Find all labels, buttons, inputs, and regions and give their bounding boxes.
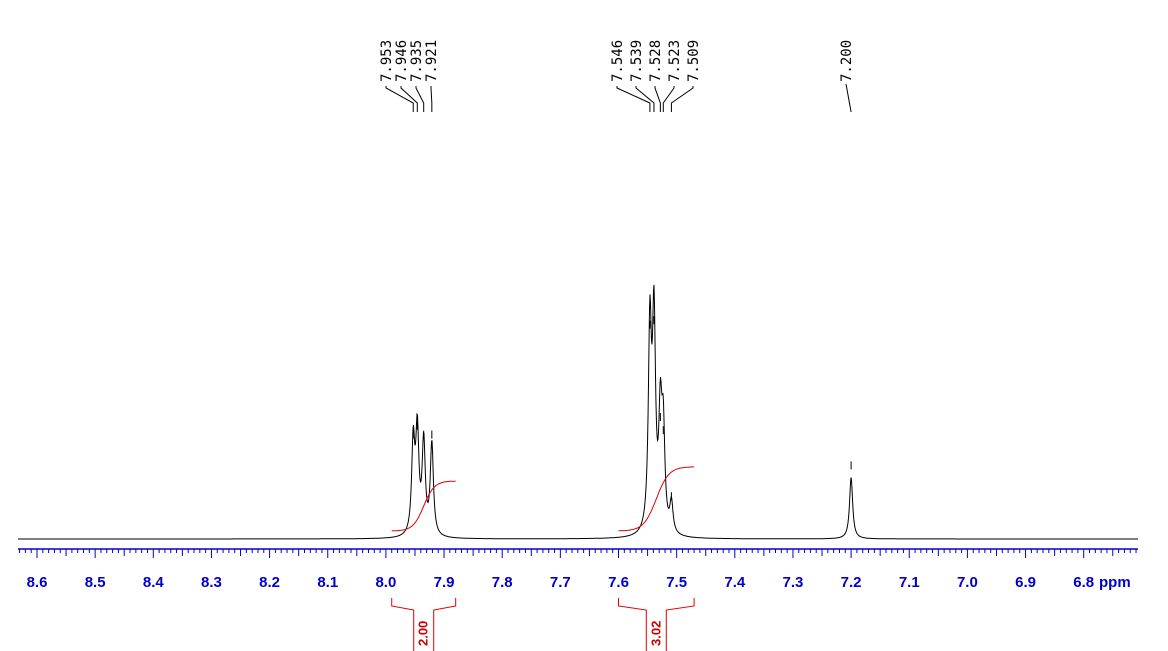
x-tick-label-18: 6.8 xyxy=(1073,574,1094,591)
peak-label-4: 7.546 xyxy=(610,40,626,82)
integral-layer: 2.00 3.02 xyxy=(391,466,695,651)
x-tick-label-4: 8.2 xyxy=(259,574,280,591)
x-tick-label-14: 7.2 xyxy=(841,574,862,591)
x-tick-label-12: 7.4 xyxy=(724,574,746,591)
x-tick-label-3: 8.3 xyxy=(201,574,222,591)
x-tick-label-8: 7.8 xyxy=(492,574,513,591)
peak-connector-9 xyxy=(845,83,852,113)
integral-value-1: 3.02 xyxy=(648,621,663,646)
peak-label-6: 7.528 xyxy=(648,40,664,82)
peak-label-8: 7.509 xyxy=(686,40,702,82)
x-tick-label-6: 8.0 xyxy=(375,574,396,591)
spectrum-trace xyxy=(18,284,1138,540)
peak-label-7: 7.523 xyxy=(667,40,683,82)
x-tick-label-5: 8.1 xyxy=(317,574,338,591)
peak-label-2: 7.935 xyxy=(409,40,425,82)
x-tick-label-16: 7.0 xyxy=(957,574,978,591)
integral-bracket-0 xyxy=(391,598,457,651)
x-axis: 8.6 8.5 8.4 8.3 8.2 8.1 8.0 7.9 7.8 7.7 7.6 7.5 7.4 7… xyxy=(18,548,1138,591)
peak-label-1: 7.946 xyxy=(394,40,410,82)
x-tick-label-10: 7.6 xyxy=(608,574,629,591)
peak-connector-8 xyxy=(670,86,694,112)
peak-connector-5 xyxy=(635,86,655,112)
x-tick-label-7: 7.9 xyxy=(434,574,455,591)
integral-value-0: 2.00 xyxy=(416,621,431,646)
integral-curve-0 xyxy=(391,480,456,532)
x-tick-label-17: 6.9 xyxy=(1015,574,1036,591)
peak-connector-3 xyxy=(430,86,433,112)
x-tick-label-9: 7.7 xyxy=(550,574,571,591)
x-tick-label-1: 8.5 xyxy=(85,574,106,591)
x-axis-unit-label: ppm xyxy=(1099,574,1131,591)
integral-bracket-1 xyxy=(618,598,695,651)
peak-connector-4 xyxy=(616,86,651,112)
peak-connector-1 xyxy=(400,86,418,112)
peak-label-9: 7.200 xyxy=(839,40,855,82)
integral-curve-1 xyxy=(618,466,695,532)
peak-label-5: 7.539 xyxy=(629,40,645,82)
peak-connector-6 xyxy=(654,86,661,112)
x-tick-label-2: 8.4 xyxy=(143,574,165,591)
x-tick-label-11: 7.5 xyxy=(666,574,687,591)
peak-label-3: 7.921 xyxy=(424,40,440,82)
peak-connector-7 xyxy=(662,86,675,112)
peak-label-layer: 7.953 7.946 7.935 7.921 7.546 7.539 7.528 7.523… xyxy=(379,40,855,113)
x-tick-label-13: 7.3 xyxy=(783,574,804,591)
peak-connector-2 xyxy=(415,86,425,112)
spectrum-layer xyxy=(18,284,1138,540)
peak-label-0: 7.953 xyxy=(379,40,395,82)
x-tick-label-15: 7.1 xyxy=(899,574,920,591)
x-tick-label-0: 8.6 xyxy=(27,574,48,591)
peak-connector-0 xyxy=(385,86,414,112)
